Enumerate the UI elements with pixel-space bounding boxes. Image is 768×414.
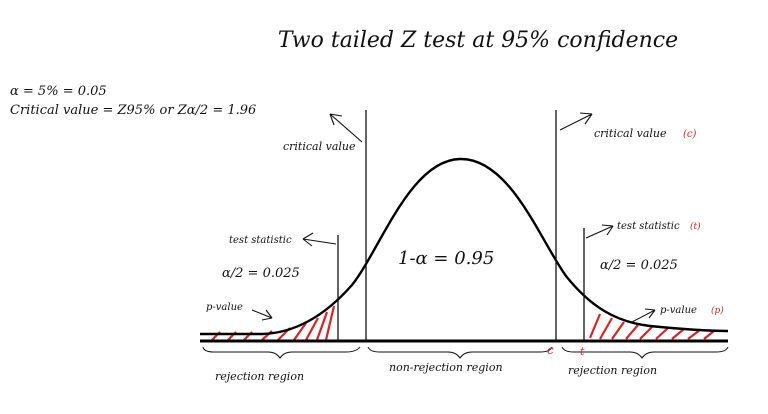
normal-curve xyxy=(200,157,729,336)
test-statistic-right-mark: (t) xyxy=(690,221,701,232)
test-statistic-left-label: test statistic xyxy=(229,235,292,246)
rejection-region-left-label: rejection region xyxy=(215,370,304,383)
test-t-mark: t xyxy=(580,345,585,358)
confidence-label: 1-α = 0.95 xyxy=(398,248,494,269)
right-tail-hatching xyxy=(588,313,715,340)
alpha-half-left-label: α/2 = 0.025 xyxy=(222,266,300,281)
p-value-right-label: p-value xyxy=(660,305,697,316)
p-value-right-mark: (p) xyxy=(711,305,724,316)
alpha-half-right-label: α/2 = 0.025 xyxy=(600,258,678,273)
region-braces xyxy=(202,346,729,359)
p-value-left-label: p-value xyxy=(206,302,243,313)
annotation-arrows xyxy=(251,112,656,323)
non-rejection-region-label: non-rejection region xyxy=(389,361,503,374)
alpha-definition: α = 5% = 0.05 xyxy=(10,84,107,99)
critical-value-right-mark: (c) xyxy=(683,129,697,140)
critical-value-left-label: critical value xyxy=(283,140,356,153)
diagram-title: Two tailed Z test at 95% confidence xyxy=(278,28,678,53)
critical-value-definition: Critical value = Z95% or Zα/2 = 1.96 xyxy=(10,103,256,118)
left-tail-hatching xyxy=(211,305,336,341)
test-statistic-right-label: test statistic xyxy=(617,221,680,232)
rejection-region-right-label: rejection region xyxy=(568,364,657,377)
critical-value-right-label: critical value xyxy=(594,127,667,140)
critical-c-mark: c xyxy=(547,343,554,357)
